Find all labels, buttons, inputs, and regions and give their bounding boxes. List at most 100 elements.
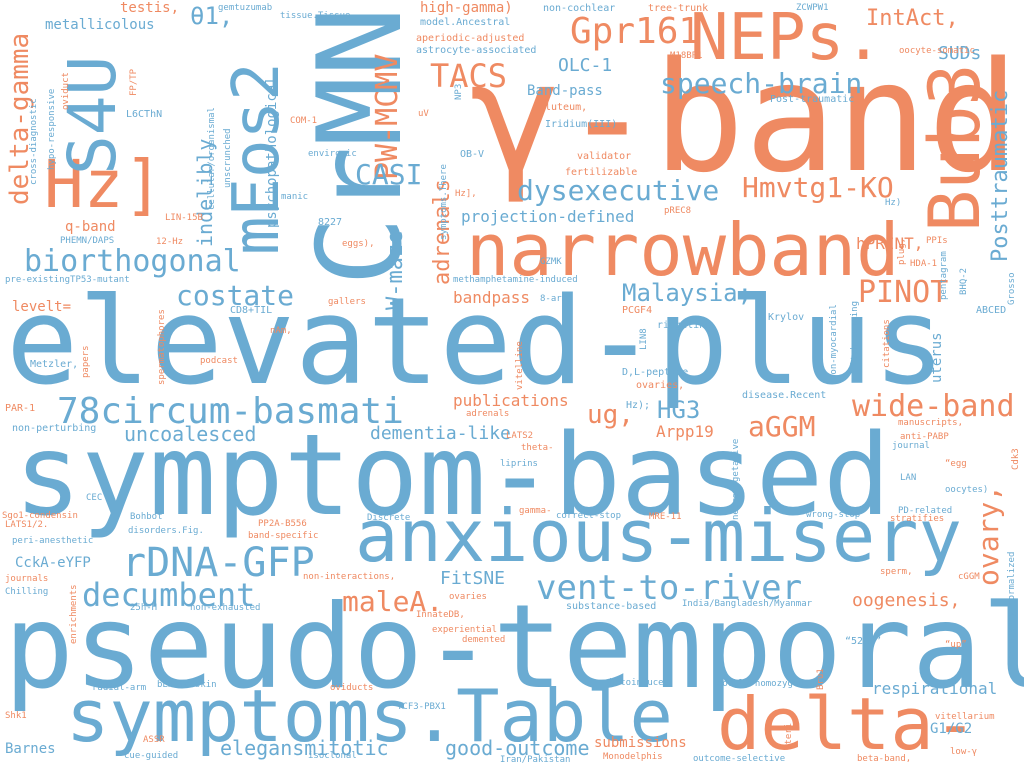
word: γ-band: [470, 29, 1020, 206]
word: maleA.: [342, 585, 444, 618]
word: dysexecutive: [517, 174, 720, 207]
word: “up”: [945, 640, 967, 650]
word: ABCED: [976, 305, 1007, 316]
word: Grosso: [1007, 272, 1017, 305]
word: experiential: [432, 625, 498, 635]
word: 8-arm: [540, 294, 568, 304]
word: oviduct: [61, 72, 71, 110]
word: oogenesis,: [852, 590, 961, 611]
word: W-maze: [383, 230, 408, 310]
word: liprins: [500, 459, 538, 469]
word: 12-Hz: [156, 237, 184, 247]
word: ug,: [587, 400, 634, 430]
word: MRE-11: [649, 512, 682, 522]
word: bandpass: [453, 288, 531, 307]
word: COM-1: [290, 116, 318, 126]
word: metallicolous: [45, 17, 155, 33]
word: FP/TP: [129, 68, 139, 96]
word: SUDs: [938, 43, 982, 64]
word: TACS: [430, 57, 508, 95]
word: ovary,: [972, 484, 1005, 586]
word: costate: [176, 279, 295, 312]
word: cross-diagnostic: [29, 98, 39, 185]
word: ridgeline: [657, 320, 712, 331]
word: “egg: [945, 459, 967, 469]
word: manic: [281, 192, 309, 202]
word: OLC-1: [558, 55, 613, 76]
word: PD-related: [898, 506, 953, 516]
word: ZCWPW1: [796, 3, 829, 13]
word: citations: [882, 319, 892, 368]
word: oocyte-somatic: [899, 46, 975, 56]
word: PPIs: [926, 236, 948, 246]
word: low-γ: [950, 747, 978, 757]
word: Monodelphis: [603, 752, 663, 762]
word: theta-: [521, 443, 554, 453]
word: Arpp19: [656, 422, 714, 441]
word: M18BP1: [670, 51, 703, 61]
word: uterus: [929, 332, 945, 383]
word: hPRINT,: [856, 234, 924, 253]
word: wrong-stop: [806, 510, 861, 520]
word: stratifies: [890, 514, 945, 524]
word: hypo-responsive: [47, 88, 57, 170]
word: D,L-peptide: [622, 367, 689, 378]
word: biorthogonal: [24, 244, 241, 279]
word: PAR-1: [5, 403, 36, 414]
word: 8227: [318, 217, 343, 228]
word: peri-anesthetic: [12, 536, 94, 546]
word: Sgo1-condensin: [2, 511, 78, 521]
word: itch-sensing: [850, 300, 860, 366]
word: symptom-based: [14, 411, 891, 541]
word: uncoalesced: [124, 422, 257, 446]
word: elevated-plus: [6, 273, 946, 412]
word: enviromic: [308, 149, 357, 159]
word: Krylov: [768, 312, 805, 323]
word: publications: [453, 391, 569, 410]
word: enrichments: [69, 584, 79, 644]
word: photoinduced: [604, 678, 670, 688]
word: neurovegetative: [731, 438, 741, 520]
word: oocytes): [945, 485, 989, 495]
word: Shk1: [5, 711, 27, 721]
word: tree-trunk: [648, 3, 709, 14]
word: projection-defined: [461, 207, 635, 226]
word: CD8+TIL: [230, 305, 273, 316]
word: vitellarium: [935, 712, 995, 722]
word: demented: [462, 635, 506, 645]
word: beta-band,: [857, 754, 912, 764]
word: non-myocardial: [829, 304, 839, 380]
word: submissions: [594, 735, 687, 751]
word: Cdk3: [1011, 448, 1021, 470]
word: gemtuzumab: [218, 3, 273, 13]
word: India/Bangladesh/Myanmar: [682, 599, 813, 609]
word: 78circum-basmati: [57, 391, 404, 432]
word: Bohbot: [130, 512, 163, 522]
word: validator: [577, 151, 632, 162]
word: respirational: [872, 679, 998, 698]
word: LIN8: [639, 328, 649, 350]
word: Bru1: [816, 668, 826, 690]
word: radial-arm: [92, 683, 147, 693]
word: disease.Recent: [742, 390, 827, 401]
word: journal: [892, 441, 930, 451]
word: CASI: [355, 158, 423, 191]
word: symptoms.Table: [66, 674, 673, 758]
word: PINOT: [858, 275, 949, 310]
word: NP3: [454, 83, 464, 100]
word: aGGM: [748, 410, 816, 443]
word: tissue.Tissue: [280, 11, 351, 21]
word: ovaries: [449, 592, 487, 602]
word: doubly-homozygous: [717, 679, 810, 689]
word: rDNA-GFP: [122, 540, 315, 586]
word: TCF3-PBX1: [397, 702, 446, 712]
word: decumbent: [82, 576, 256, 614]
word: Hz): [885, 198, 902, 208]
word: G1/G2: [930, 721, 973, 737]
word: levelt=: [12, 299, 72, 315]
word: unscrunched: [223, 128, 233, 188]
word: isoclonal: [308, 751, 357, 761]
word: Malaysia;: [622, 279, 753, 307]
word: Hz);: [626, 400, 651, 411]
